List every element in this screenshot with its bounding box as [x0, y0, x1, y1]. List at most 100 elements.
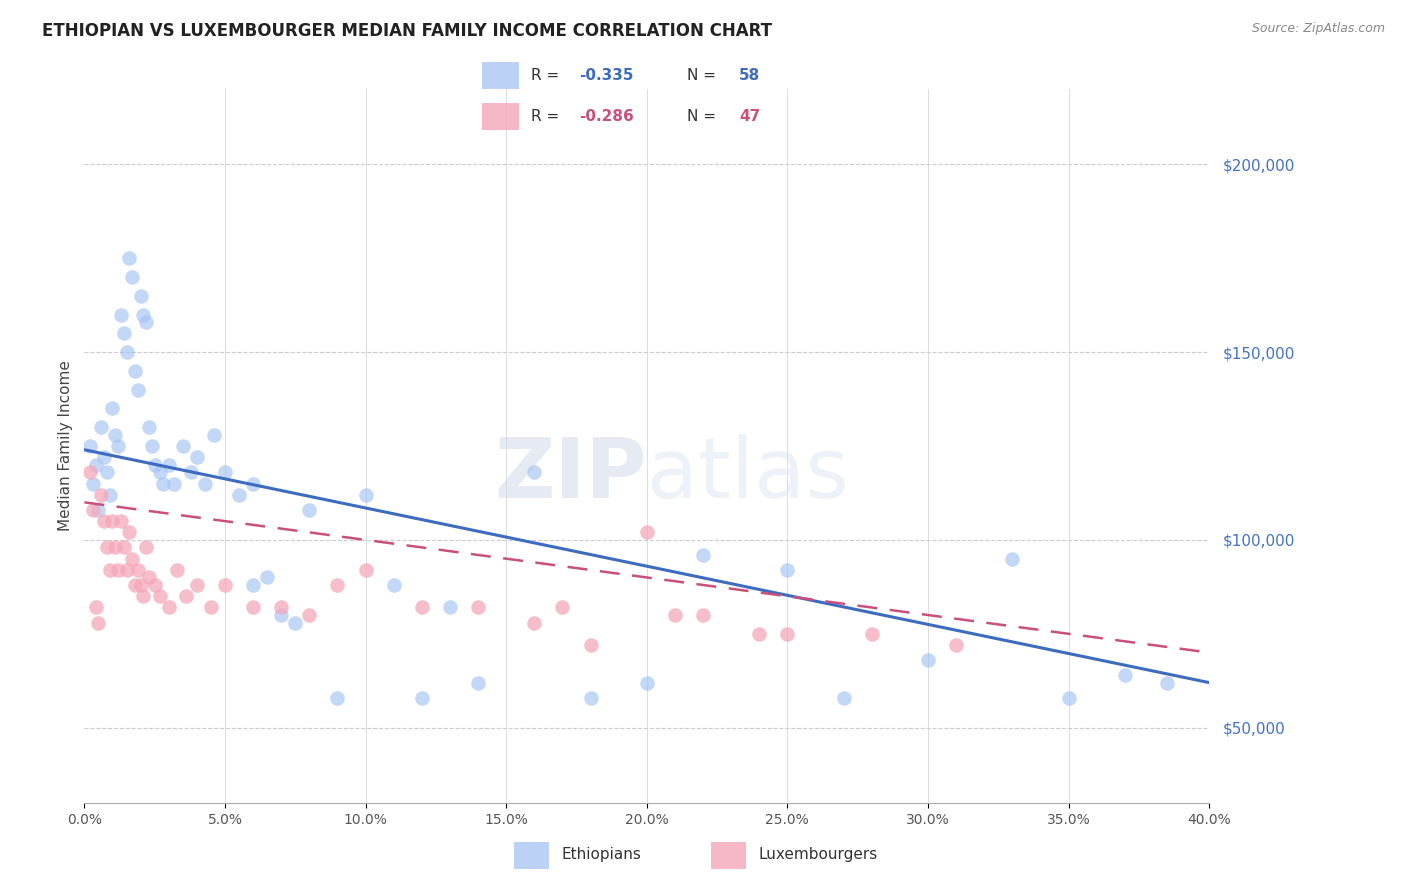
Point: [186, 578, 208, 592]
Point: [664, 607, 686, 622]
Point: [112, 326, 135, 341]
Point: [692, 548, 714, 562]
Point: [202, 427, 225, 442]
Point: [98, 563, 121, 577]
Point: [149, 589, 172, 603]
Point: [579, 690, 602, 705]
Point: [382, 578, 405, 592]
Text: ZIP: ZIP: [495, 434, 647, 515]
Point: [579, 638, 602, 652]
Point: [270, 600, 292, 615]
Point: [118, 525, 141, 540]
Point: [636, 525, 658, 540]
Point: [186, 450, 208, 465]
Point: [107, 563, 129, 577]
Point: [110, 308, 132, 322]
Point: [945, 638, 967, 652]
Point: [98, 488, 121, 502]
Point: [138, 570, 160, 584]
Text: 58: 58: [740, 68, 761, 83]
Point: [152, 476, 174, 491]
Point: [917, 653, 939, 667]
Point: [93, 450, 115, 465]
Point: [411, 690, 433, 705]
Point: [79, 465, 101, 479]
Point: [121, 270, 143, 285]
Point: [84, 458, 107, 472]
Point: [242, 578, 264, 592]
Point: [157, 600, 180, 615]
Point: [270, 607, 292, 622]
Text: N =: N =: [688, 68, 721, 83]
Text: ETHIOPIAN VS LUXEMBOURGER MEDIAN FAMILY INCOME CORRELATION CHART: ETHIOPIAN VS LUXEMBOURGER MEDIAN FAMILY …: [42, 22, 772, 40]
Point: [96, 541, 118, 555]
Text: 47: 47: [740, 109, 761, 124]
Point: [112, 541, 135, 555]
Point: [1114, 668, 1136, 682]
Point: [748, 627, 770, 641]
Point: [298, 607, 321, 622]
Text: Source: ZipAtlas.com: Source: ZipAtlas.com: [1251, 22, 1385, 36]
Bar: [482, 103, 519, 130]
Point: [163, 476, 186, 491]
Text: Luxembourgers: Luxembourgers: [758, 847, 877, 862]
Point: [1001, 551, 1024, 566]
Y-axis label: Median Family Income: Median Family Income: [58, 360, 73, 532]
Point: [1156, 675, 1178, 690]
Point: [93, 514, 115, 528]
Point: [84, 600, 107, 615]
Point: [776, 563, 799, 577]
Bar: [515, 842, 550, 869]
Point: [143, 458, 166, 472]
Point: [149, 465, 172, 479]
Point: [96, 465, 118, 479]
Point: [776, 627, 799, 641]
Point: [439, 600, 461, 615]
Point: [87, 615, 110, 630]
Point: [104, 427, 127, 442]
Point: [174, 589, 197, 603]
Text: Ethiopians: Ethiopians: [561, 847, 641, 862]
Point: [124, 364, 146, 378]
Point: [104, 541, 127, 555]
Text: R =: R =: [530, 109, 564, 124]
Point: [242, 600, 264, 615]
Point: [132, 589, 155, 603]
Point: [467, 600, 489, 615]
Point: [79, 439, 101, 453]
Point: [82, 476, 104, 491]
Point: [636, 675, 658, 690]
Point: [551, 600, 574, 615]
Point: [411, 600, 433, 615]
Point: [242, 476, 264, 491]
Point: [129, 578, 152, 592]
Point: [194, 476, 217, 491]
Point: [256, 570, 278, 584]
Point: [143, 578, 166, 592]
Point: [692, 607, 714, 622]
Point: [172, 439, 194, 453]
Point: [90, 488, 112, 502]
Point: [354, 563, 377, 577]
Point: [82, 503, 104, 517]
Point: [298, 503, 321, 517]
Point: [326, 690, 349, 705]
Point: [127, 383, 149, 397]
Point: [214, 578, 236, 592]
Point: [135, 315, 157, 329]
Point: [124, 578, 146, 592]
Text: atlas: atlas: [647, 434, 848, 515]
Point: [110, 514, 132, 528]
Point: [157, 458, 180, 472]
Point: [523, 615, 546, 630]
Point: [1057, 690, 1080, 705]
Point: [87, 503, 110, 517]
Point: [166, 563, 188, 577]
Point: [832, 690, 855, 705]
Point: [138, 420, 160, 434]
Text: N =: N =: [688, 109, 721, 124]
Point: [326, 578, 349, 592]
Point: [135, 541, 157, 555]
Point: [132, 308, 155, 322]
Point: [115, 345, 138, 359]
